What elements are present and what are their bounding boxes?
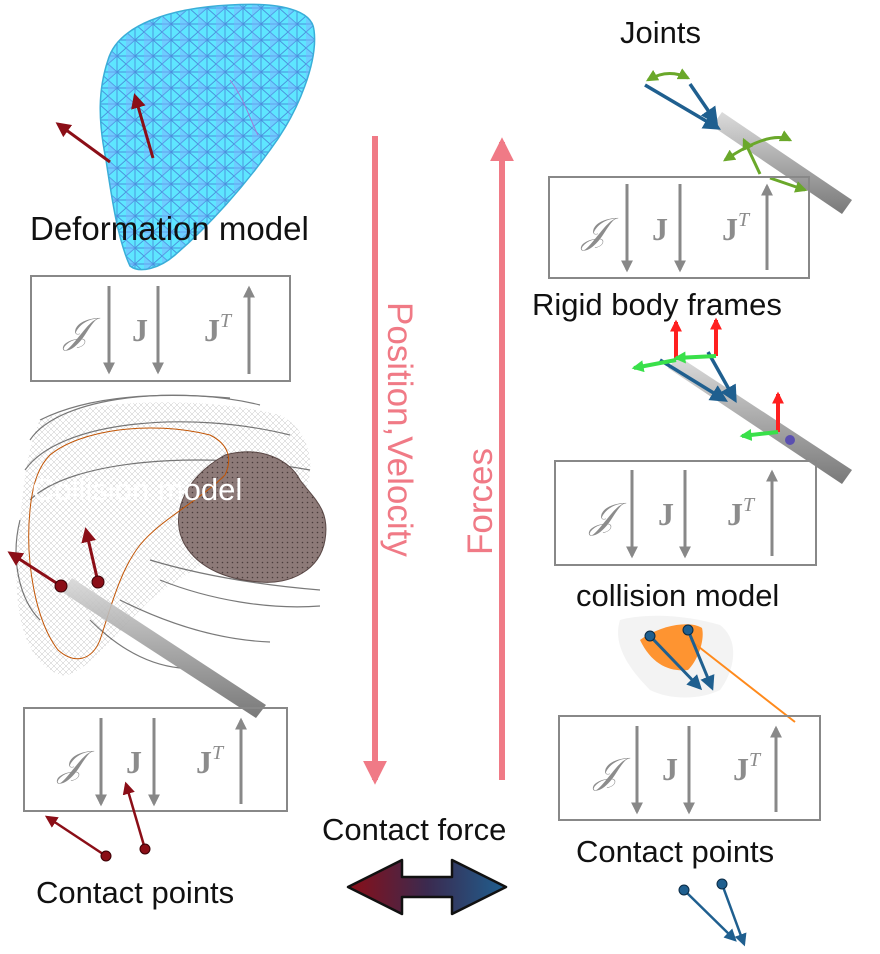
joints-label: Joints bbox=[620, 15, 701, 50]
bold-j-symbol: J bbox=[652, 211, 668, 247]
contact-point-arrows-right bbox=[678, 878, 747, 947]
bold-j-symbol: J bbox=[662, 751, 678, 787]
bold-j-symbol: J bbox=[126, 744, 142, 780]
mapping-box-right-middle: 𝒥 J JT bbox=[554, 460, 817, 566]
jt-symbol: JT bbox=[204, 310, 233, 348]
mapping-box-right-upper: 𝒥 J JT bbox=[548, 176, 810, 279]
joint-instrument-icon bbox=[644, 68, 852, 214]
collision-sketch-icon bbox=[618, 615, 796, 723]
collision-model-label-right: collision model bbox=[576, 578, 779, 613]
liver-mesh-icon bbox=[99, 3, 316, 271]
script-j-symbol: 𝒥 bbox=[56, 744, 95, 784]
rigid-body-frames-label: Rigid body frames bbox=[532, 287, 782, 322]
double-arrow-icon bbox=[346, 858, 508, 916]
mapping-box-left-lower: 𝒥 J JT bbox=[23, 707, 288, 812]
deformation-model-label: Deformation model bbox=[30, 210, 309, 247]
bold-j-symbol: J bbox=[658, 496, 674, 532]
jt-symbol: JT bbox=[196, 742, 225, 780]
mapping-box-left-upper: 𝒥 J JT bbox=[30, 275, 291, 382]
contact-force-label: Contact force bbox=[322, 812, 506, 847]
deformation-force-arrows bbox=[55, 93, 155, 164]
anatomy-icon bbox=[15, 394, 327, 676]
instrument-icon bbox=[62, 578, 266, 718]
contact-points-label-left: Contact points bbox=[36, 875, 234, 910]
script-j-symbol: 𝒥 bbox=[580, 211, 619, 251]
jt-symbol: JT bbox=[727, 494, 756, 532]
jt-symbol: JT bbox=[733, 749, 762, 787]
script-j-symbol: 𝒥 bbox=[588, 496, 627, 536]
bold-j-symbol: J bbox=[132, 312, 148, 348]
contact-point-arrows-left bbox=[44, 781, 151, 862]
jt-symbol: JT bbox=[722, 209, 751, 247]
position-velocity-label: Position,Velocity bbox=[380, 302, 419, 557]
frame-axes-icon bbox=[631, 317, 852, 484]
script-j-symbol: 𝒥 bbox=[62, 311, 101, 351]
contact-points-label-right: Contact points bbox=[576, 834, 774, 869]
collision-contact-arrows-left bbox=[7, 527, 105, 593]
forces-label: Forces bbox=[461, 448, 500, 555]
collision-model-label-left: Collision model bbox=[32, 472, 242, 507]
mapping-box-right-lower: 𝒥 J JT bbox=[558, 715, 821, 821]
script-j-symbol: 𝒥 bbox=[592, 751, 631, 791]
